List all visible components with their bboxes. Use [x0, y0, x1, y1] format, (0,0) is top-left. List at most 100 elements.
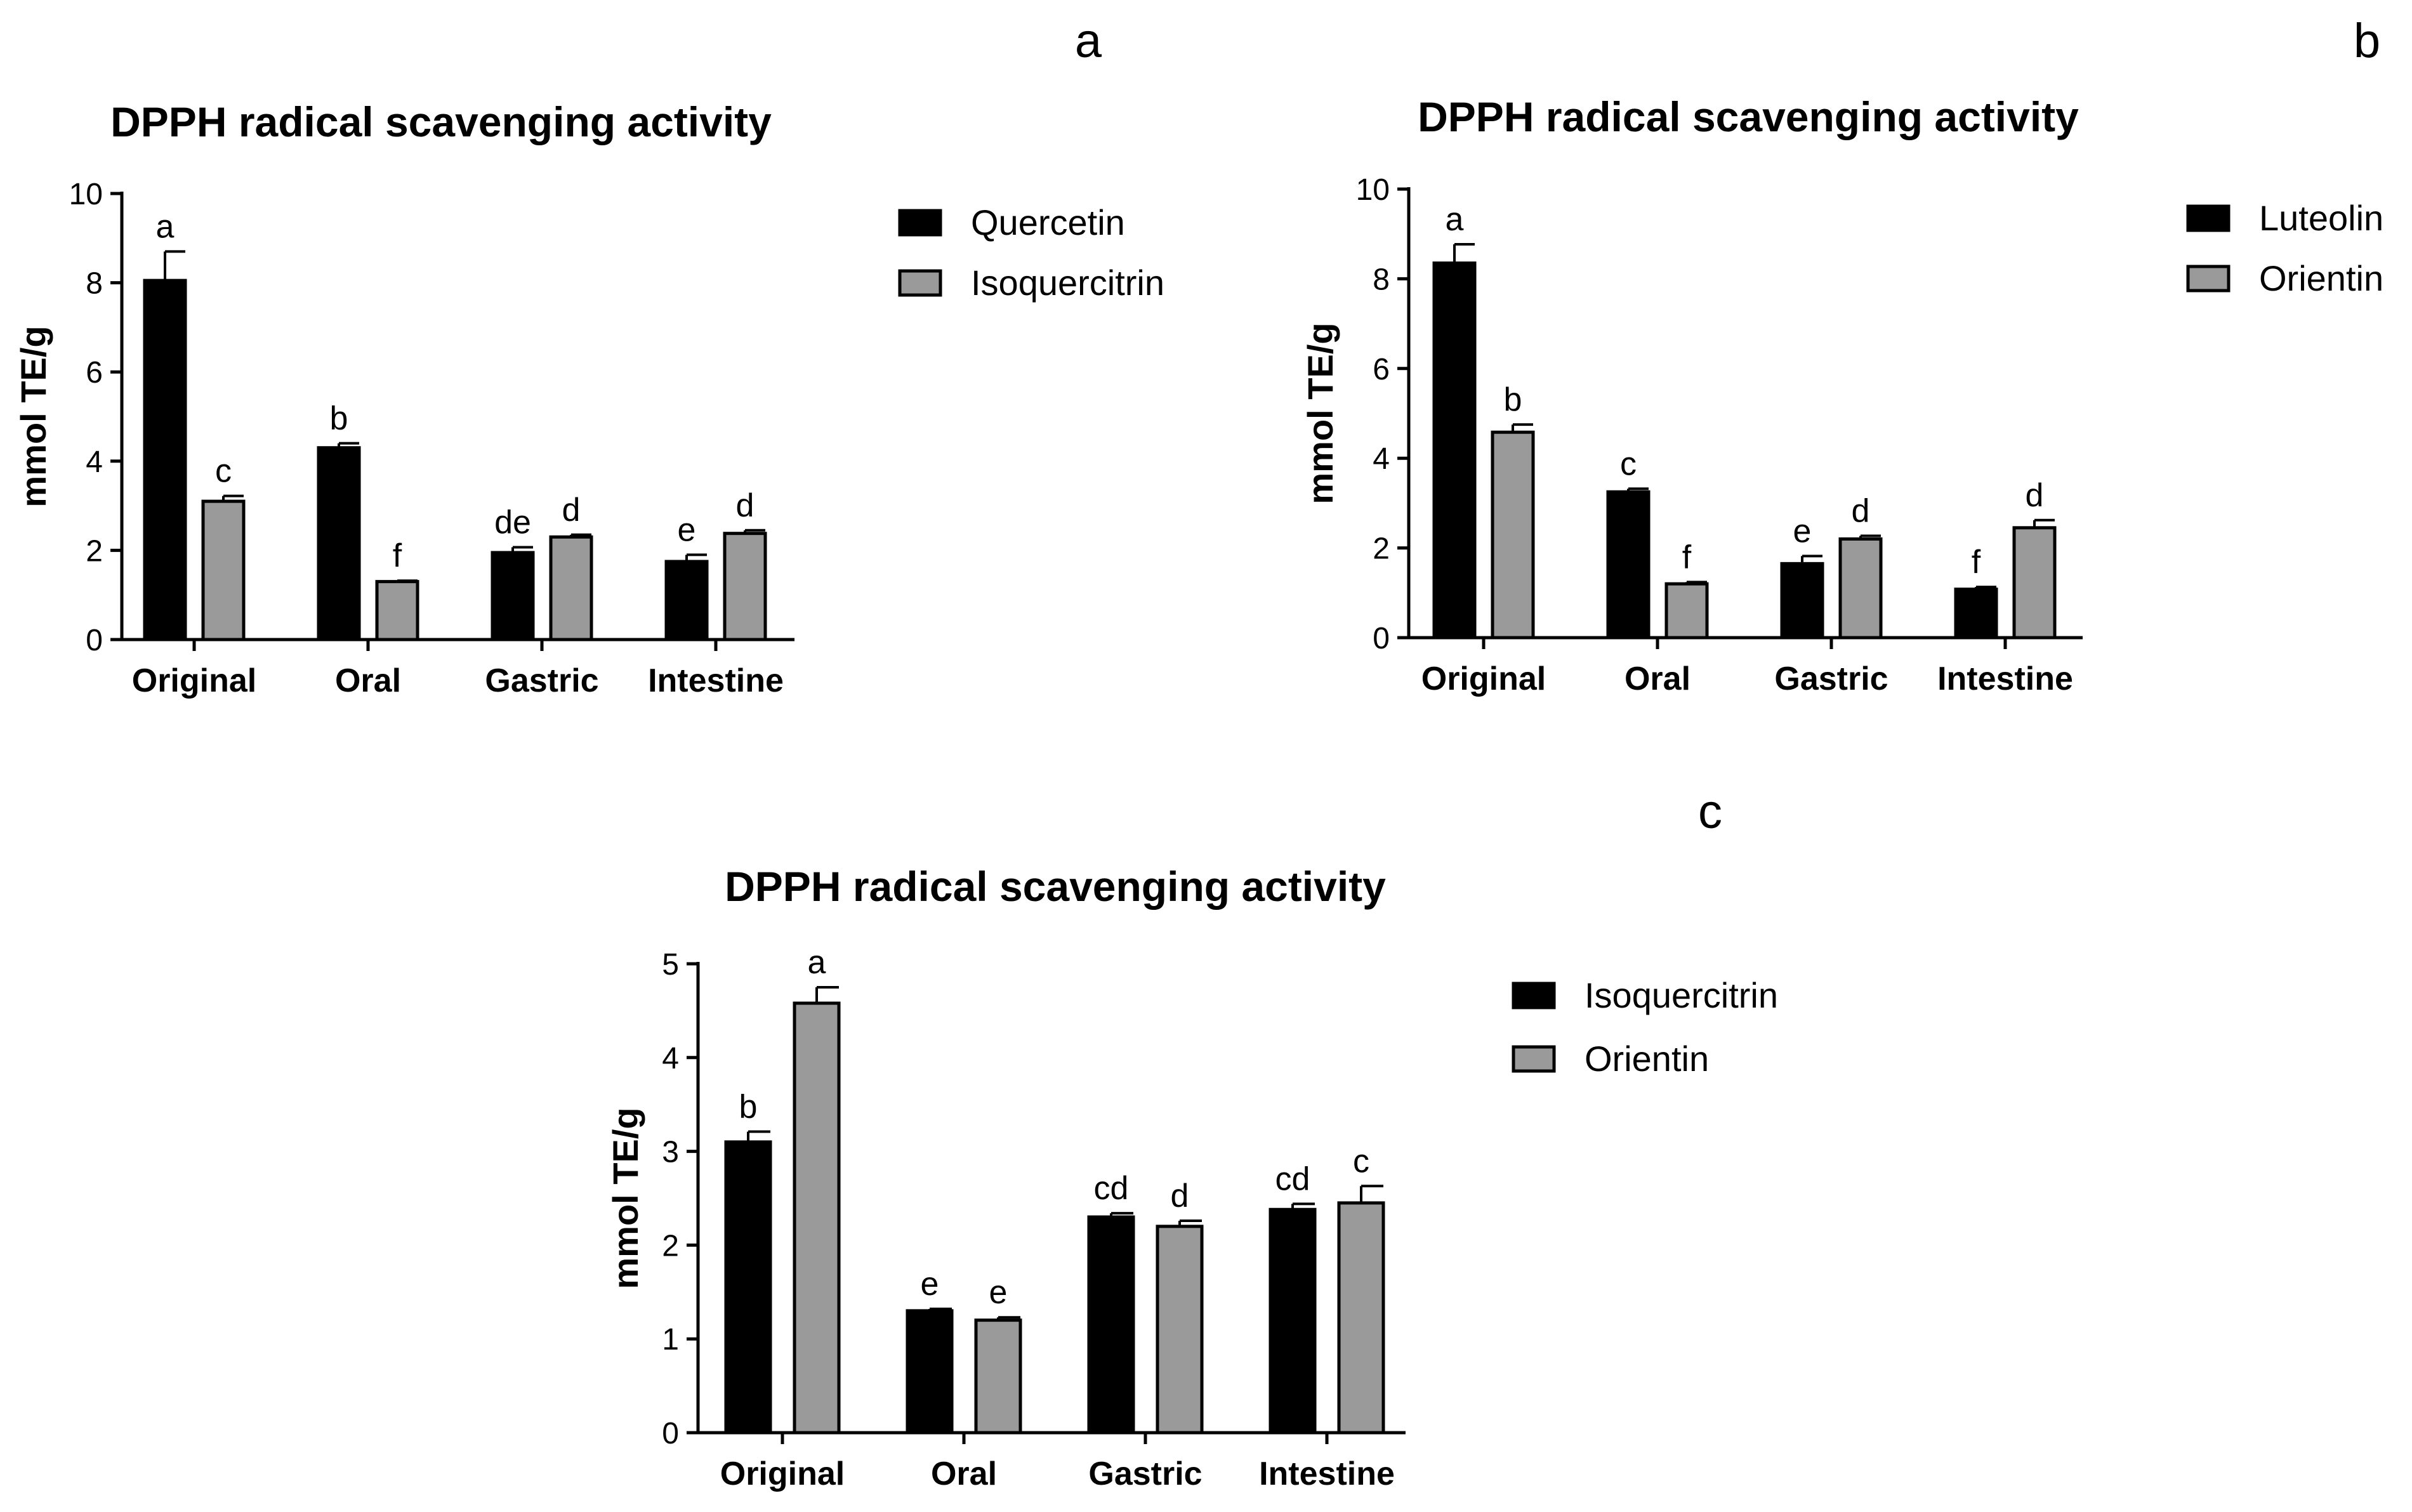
- significance-letter: cd: [1275, 1160, 1310, 1197]
- significance-letter: d: [562, 492, 581, 529]
- chart-panel-c: c DPPH radical scavenging activity 0 1 2 3 4 5 m…: [605, 785, 1778, 1492]
- legend-swatch: [898, 209, 942, 237]
- y-axis-label: mmol TE/g: [1300, 322, 1340, 504]
- bar: [375, 580, 419, 641]
- significance-letter: e: [989, 1274, 1008, 1311]
- y-tick-label: 10: [69, 178, 103, 211]
- chart-panel-a: a DPPH radical scavenging activity 0 2 4 6 8 10…: [13, 14, 1164, 699]
- significance-letter: b: [330, 400, 348, 437]
- y-axis-label: mmol TE/g: [605, 1107, 645, 1289]
- panel-letter: a: [1075, 14, 1102, 68]
- x-tick-label: Oral: [1624, 661, 1690, 697]
- legend-label: Isoquercitrin: [1585, 975, 1778, 1015]
- legend-label: Luteolin: [2259, 198, 2383, 238]
- y-tick-label: 0: [86, 624, 103, 657]
- legend-swatch: [2186, 265, 2231, 293]
- y-tick-label: 0: [1373, 622, 1390, 655]
- y-tick-label: 5: [662, 948, 679, 982]
- significance-letter: b: [739, 1089, 758, 1126]
- significance-letter: f: [393, 537, 402, 574]
- bar: [1269, 1207, 1317, 1435]
- x-tick-label: Intestine: [648, 662, 784, 699]
- x-tick-label: Gastric: [485, 662, 598, 699]
- y-tick-label: 3: [662, 1136, 679, 1169]
- chart-panel-b: b DPPH radical scavenging activity 0 2 4 6 8 10…: [1300, 14, 2383, 697]
- significance-letter: d: [2026, 477, 2044, 514]
- significance-letter: e: [678, 511, 696, 548]
- y-tick-label: 10: [1356, 173, 1390, 207]
- bar: [1491, 430, 1535, 640]
- significance-letter: de: [494, 504, 531, 541]
- legend-swatch: [898, 269, 942, 297]
- panel-letter: b: [2354, 14, 2380, 68]
- bar: [1838, 537, 1883, 640]
- significance-letter: f: [1972, 544, 1981, 581]
- legend-label: Orientin: [1585, 1039, 1709, 1079]
- chart-title: DPPH radical scavenging activity: [725, 863, 1386, 910]
- panel-letter: c: [1698, 785, 1722, 839]
- bar: [1432, 261, 1477, 640]
- y-tick-label: 4: [1373, 442, 1390, 476]
- significance-letter: d: [1852, 493, 1870, 530]
- y-tick-label: 6: [1373, 353, 1390, 386]
- y-tick-label: 2: [1373, 532, 1390, 566]
- bar: [1156, 1225, 1204, 1435]
- chart-title: DPPH radical scavenging activity: [110, 98, 772, 145]
- x-tick-label: Intestine: [1937, 661, 2073, 697]
- bar: [974, 1318, 1022, 1435]
- y-tick-label: 4: [662, 1042, 679, 1075]
- significance-letter: b: [1504, 381, 1522, 418]
- bar: [1954, 588, 1998, 640]
- chart-title: DPPH radical scavenging activity: [1418, 93, 2079, 140]
- significance-letter: d: [1171, 1178, 1189, 1214]
- legend-label: Orientin: [2259, 258, 2383, 298]
- significance-letter: c: [1620, 445, 1637, 482]
- x-tick-label: Oral: [335, 662, 401, 699]
- bar: [143, 279, 187, 641]
- y-tick-label: 1: [662, 1323, 679, 1357]
- y-tick-label: 0: [662, 1417, 679, 1450]
- x-tick-label: Intestine: [1259, 1456, 1395, 1492]
- bar: [1337, 1201, 1385, 1435]
- y-tick-label: 4: [86, 445, 103, 479]
- bar: [724, 1140, 772, 1435]
- x-tick-label: Original: [132, 662, 256, 699]
- bar: [491, 551, 535, 641]
- y-tick-label: 8: [86, 267, 103, 301]
- x-tick-label: Gastric: [1774, 661, 1888, 697]
- x-tick-label: Original: [720, 1456, 845, 1492]
- legend-label: Quercetin: [971, 202, 1125, 242]
- bar: [1087, 1215, 1135, 1435]
- significance-letter: c: [215, 453, 232, 490]
- significance-letter: cd: [1094, 1170, 1129, 1207]
- bar: [664, 560, 709, 641]
- significance-letter: e: [921, 1266, 939, 1303]
- significance-letter: a: [1446, 201, 1464, 238]
- x-tick-label: Oral: [931, 1456, 997, 1492]
- y-tick-label: 2: [662, 1229, 679, 1263]
- bar: [793, 1001, 841, 1435]
- bar: [1664, 582, 1709, 640]
- significance-letter: a: [808, 944, 826, 981]
- x-tick-label: Original: [1421, 661, 1546, 697]
- significance-letter: f: [1682, 539, 1692, 575]
- legend-swatch: [2186, 204, 2231, 232]
- y-tick-label: 8: [1373, 263, 1390, 296]
- significance-letter: c: [1353, 1143, 1369, 1180]
- bar: [201, 499, 246, 641]
- y-axis-label: mmol TE/g: [13, 325, 53, 507]
- significance-letter: d: [736, 487, 755, 524]
- significance-letter: e: [1793, 513, 1812, 549]
- bar: [2012, 526, 2057, 640]
- bar: [317, 446, 361, 641]
- bar: [723, 532, 767, 641]
- x-tick-label: Gastric: [1088, 1456, 1202, 1492]
- bar: [1606, 490, 1651, 640]
- y-tick-label: 6: [86, 356, 103, 390]
- y-tick-label: 2: [86, 534, 103, 568]
- bar: [1780, 562, 1824, 640]
- legend-label: Isoquercitrin: [971, 263, 1164, 303]
- significance-letter: a: [156, 208, 175, 245]
- legend-swatch: [1512, 1045, 1556, 1073]
